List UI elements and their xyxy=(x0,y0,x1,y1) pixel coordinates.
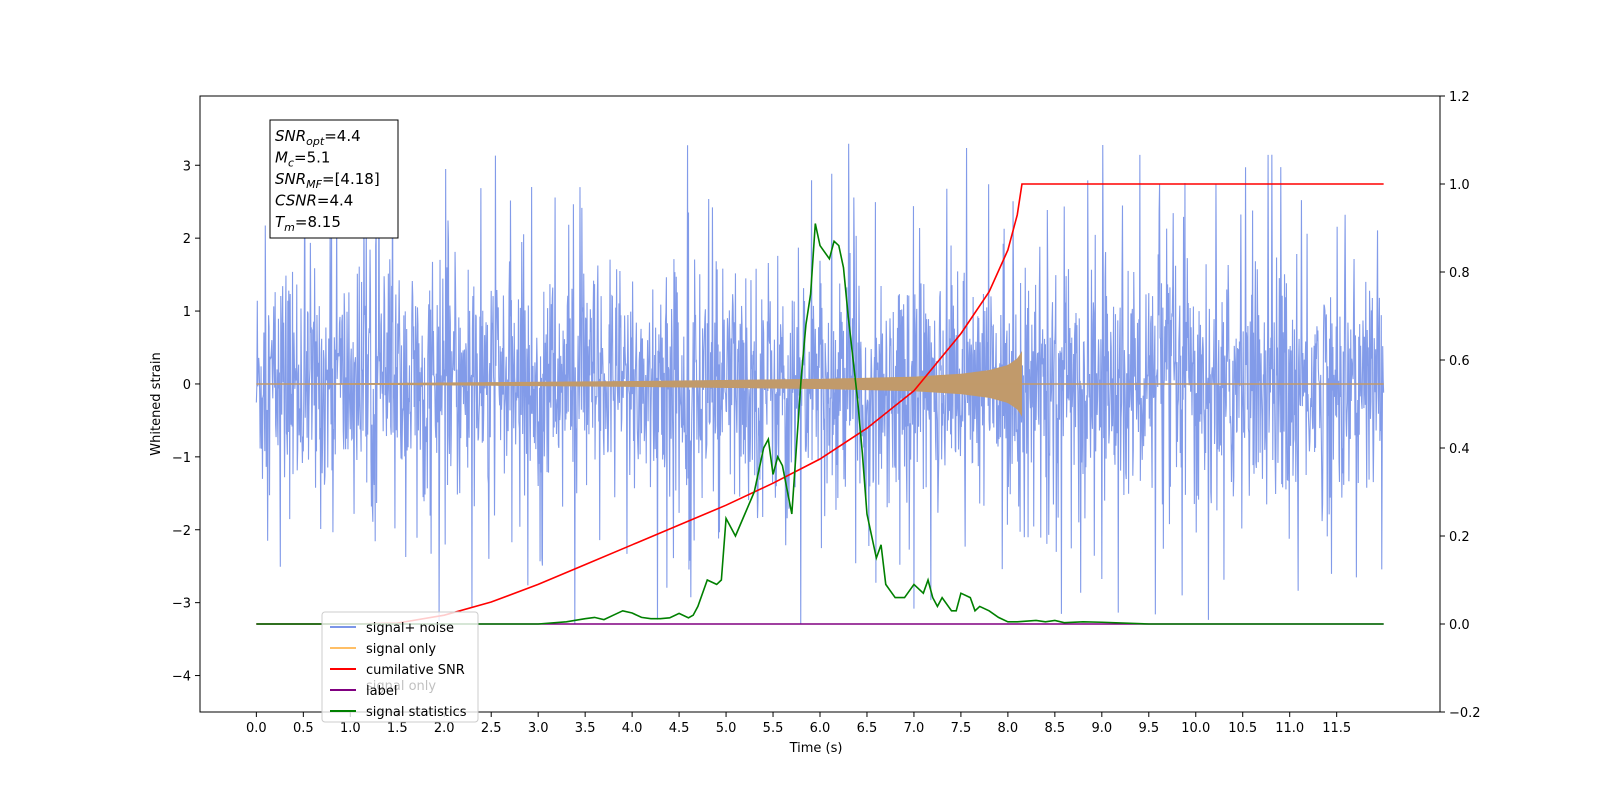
x-tick-label: 6.5 xyxy=(857,721,878,736)
annotation-subscript: MF xyxy=(306,178,322,191)
x-tick-label: 7.5 xyxy=(951,721,972,736)
legend-label: signal statistics xyxy=(366,705,467,720)
annotation-frame xyxy=(269,119,399,239)
y-tick-label: 0 xyxy=(183,378,191,393)
x-axis-label: Time (s) xyxy=(789,741,843,756)
y2-tick-label: 0.4 xyxy=(1449,442,1470,457)
y-axis-left: 3 2 1 0 −1 −2 −3 −4 xyxy=(172,159,200,685)
x-tick-label: 11.0 xyxy=(1275,721,1304,736)
x-tick-label: 4.0 xyxy=(622,721,643,736)
x-axis: 0.0 0.5 1.0 1.5 2.0 2.5 3.0 3.5 4.0 4.5 5.0 5.5 6.0 6… xyxy=(246,712,1351,736)
x-tick-label: 9.0 xyxy=(1091,721,1112,736)
x-tick-label: 1.0 xyxy=(340,721,361,736)
annotation-value: =4.4 xyxy=(317,192,353,210)
annotation-value: =4.4 xyxy=(324,127,360,145)
x-tick-label: 6.0 xyxy=(810,721,831,736)
x-tick-label: 3.5 xyxy=(575,721,596,736)
x-tick-label: 5.5 xyxy=(763,721,784,736)
annotation-symbol: M xyxy=(275,149,288,167)
annotation-value: =[4.18] xyxy=(322,170,380,188)
signal-noise-line xyxy=(255,143,1385,625)
legend-label: signal+ noise xyxy=(366,621,454,636)
y-axis-right: 1.2 1.0 0.8 0.6 0.4 0.2 0.0 −0.2 xyxy=(1440,90,1481,721)
y-axis-label: Whitened strain xyxy=(149,352,164,455)
y2-tick-label: 1.2 xyxy=(1449,90,1470,105)
x-tick-label: 8.0 xyxy=(998,721,1019,736)
stats-annotation-box: SNRopt=4.4Mc=5.1SNRMF=[4.18]CSNR=4.4Tm=8… xyxy=(269,119,399,239)
annotation-symbol: SNR xyxy=(275,170,306,188)
y-tick-label: 2 xyxy=(183,232,191,247)
y-tick-label: 3 xyxy=(183,159,191,174)
x-tick-label: 10.0 xyxy=(1181,721,1210,736)
annotation-symbol: CSNR xyxy=(275,192,317,210)
x-tick-label: 7.0 xyxy=(904,721,925,736)
x-tick-label: 11.5 xyxy=(1322,721,1351,736)
annotation-line: Tm=8.15 xyxy=(275,213,341,234)
x-tick-label: 0.5 xyxy=(293,721,314,736)
annotation-value: =8.15 xyxy=(295,213,341,231)
x-tick-label: 3.0 xyxy=(528,721,549,736)
x-tick-label: 0.0 xyxy=(246,721,267,736)
annotation-line: SNRMF=[4.18] xyxy=(275,170,380,191)
signal-statistics-series xyxy=(256,223,1384,625)
annotation-line: SNRopt=4.4 xyxy=(275,127,361,148)
annotation-symbol: SNR xyxy=(275,127,306,145)
y2-tick-label: 0.8 xyxy=(1449,266,1470,281)
y2-tick-label: −0.2 xyxy=(1449,706,1481,721)
x-tick-label: 2.5 xyxy=(481,721,502,736)
x-tick-label: 1.5 xyxy=(387,721,408,736)
annotation-symbol: T xyxy=(275,213,286,231)
legend-label: label xyxy=(366,684,397,699)
y-tick-label: −4 xyxy=(172,670,191,685)
y2-tick-label: 0.2 xyxy=(1449,530,1470,545)
y2-tick-label: 1.0 xyxy=(1449,178,1470,193)
signal-statistics-line xyxy=(256,223,1384,625)
x-tick-label: 10.5 xyxy=(1228,721,1257,736)
signal-only-series xyxy=(256,351,1384,417)
signal-noise-series xyxy=(255,143,1385,625)
x-tick-label: 9.5 xyxy=(1138,721,1159,736)
x-tick-label: 8.5 xyxy=(1045,721,1066,736)
annotation-value: =5.1 xyxy=(294,149,330,167)
annotation-subscript: opt xyxy=(306,135,325,148)
y-tick-label: −1 xyxy=(172,451,191,466)
y-tick-label: 1 xyxy=(183,305,191,320)
annotation-line: CSNR=4.4 xyxy=(275,192,353,210)
legend-ghost-text: signal only xyxy=(366,679,436,694)
x-tick-label: 2.0 xyxy=(434,721,455,736)
y-tick-label: −3 xyxy=(172,597,191,612)
legend-frame xyxy=(321,611,479,723)
y-tick-label: −2 xyxy=(172,524,191,539)
y2-tick-label: 0.0 xyxy=(1449,618,1470,633)
legend-label: signal only xyxy=(366,642,436,657)
annotation-subscript: m xyxy=(284,221,295,234)
x-tick-label: 5.0 xyxy=(716,721,737,736)
x-tick-label: 4.5 xyxy=(669,721,690,736)
annotation-line: Mc=5.1 xyxy=(275,149,330,170)
legend-label: cumilative SNR xyxy=(366,663,465,678)
y2-tick-label: 0.6 xyxy=(1449,354,1470,369)
annotation-subscript: c xyxy=(288,157,294,170)
